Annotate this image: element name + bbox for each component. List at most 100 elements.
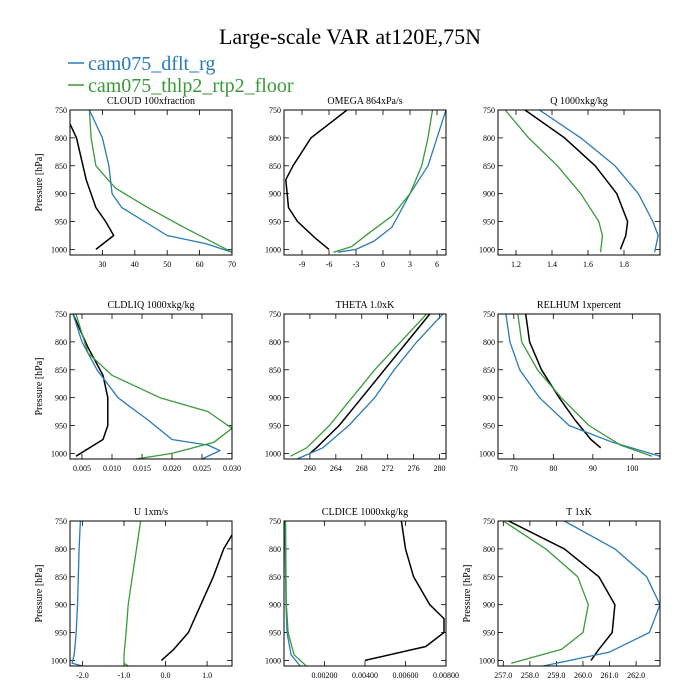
panel-8: T 1xK Pressure [hPa] 750 800 850 900 950 1000 25… xyxy=(462,507,661,680)
y-tick-label: 1000 xyxy=(265,245,281,254)
x-tick-label: 1.8 xyxy=(619,260,629,269)
series-line-reference xyxy=(508,521,616,661)
x-tick-label: -2.0 xyxy=(76,671,89,680)
series-line-dflt-rg xyxy=(539,110,659,253)
y-tick-label: 800 xyxy=(269,545,281,554)
series-line-thlp2-rtp2-floor xyxy=(502,521,589,664)
x-tick-label: 260 xyxy=(304,464,316,473)
y-tick-label: 750 xyxy=(483,310,495,319)
y-tick-label: 950 xyxy=(269,218,281,227)
y-tick-label: 1000 xyxy=(479,656,495,665)
plot-frame xyxy=(283,313,447,460)
y-axis-label: Pressure [hPa] xyxy=(34,564,45,622)
y-tick-label: 950 xyxy=(55,218,67,227)
y-tick-label: 850 xyxy=(269,162,281,171)
plot-frame xyxy=(497,109,661,256)
x-tick-label: 0.010 xyxy=(103,464,121,473)
panel-4: THETA 1.0xK 750 800 850 900 950 1000 260 264 268 2… xyxy=(265,300,447,473)
x-tick-label: 0.020 xyxy=(163,464,181,473)
plot-frame xyxy=(283,109,447,256)
y-tick-label: 800 xyxy=(483,338,495,347)
y-tick-label: 1000 xyxy=(51,449,67,458)
series-line-dflt-rg xyxy=(505,314,660,457)
panel-6: U 1xm/s Pressure [hPa] 750 800 850 900 950 1000… xyxy=(34,507,233,680)
panel-5: RELHUM 1xpercent 750 800 850 900 950 1000 70 80 9… xyxy=(479,300,661,473)
plot-frame xyxy=(283,520,447,667)
y-tick-label: 1000 xyxy=(479,245,495,254)
y-tick-label: 950 xyxy=(483,629,495,638)
y-tick-label: 850 xyxy=(55,162,67,171)
x-tick-label: 6 xyxy=(435,260,439,269)
x-tick-label: 0.025 xyxy=(193,464,211,473)
series-line-reference xyxy=(309,314,431,454)
y-tick-label: 900 xyxy=(55,190,67,199)
x-tick-label: 272 xyxy=(382,464,394,473)
panel-title: Q 1000xkg/kg xyxy=(550,96,608,107)
y-tick-label: 1000 xyxy=(51,656,67,665)
plot-frame xyxy=(69,313,233,460)
x-tick-label: -6 xyxy=(326,260,333,269)
y-tick-label: 850 xyxy=(269,573,281,582)
legend: cam075_dflt_rg cam075_thlp2_rtp2_floor xyxy=(68,53,294,97)
legend-label-floor: cam075_thlp2_rtp2_floor xyxy=(88,75,294,97)
panel-title: U 1xm/s xyxy=(134,507,168,518)
panel-2: Q 1000xkg/kg 750 800 850 900 950 1000 1.2 1.4 1.6… xyxy=(479,96,661,269)
x-tick-label: -3 xyxy=(353,260,360,269)
y-tick-label: 900 xyxy=(269,394,281,403)
x-tick-label: 70 xyxy=(228,260,236,269)
x-tick-label: 0.00600 xyxy=(393,671,419,680)
y-tick-label: 950 xyxy=(483,218,495,227)
x-tick-label: 259.0 xyxy=(547,671,565,680)
y-tick-label: 750 xyxy=(55,310,67,319)
y-tick-label: 800 xyxy=(483,545,495,554)
series-line-dflt-rg xyxy=(337,110,446,253)
x-tick-label: 276 xyxy=(408,464,420,473)
x-tick-label: 0.00400 xyxy=(352,671,378,680)
x-tick-label: 0.0 xyxy=(161,671,171,680)
y-tick-label: 800 xyxy=(55,545,67,554)
x-tick-label: 3 xyxy=(408,260,412,269)
y-tick-label: 800 xyxy=(269,134,281,143)
series-line-thlp2-rtp2-floor xyxy=(75,314,232,459)
y-tick-label: 900 xyxy=(483,394,495,403)
panel-title: CLOUD 100xfraction xyxy=(107,96,195,107)
x-tick-label: 0.030 xyxy=(223,464,241,473)
plot-frame xyxy=(497,520,661,667)
y-axis-label: Pressure [hPa] xyxy=(34,153,45,211)
x-tick-label: 0.00800 xyxy=(433,671,459,680)
x-tick-label: 258.0 xyxy=(521,671,539,680)
series-line-dflt-rg xyxy=(284,521,301,666)
panel-7: CLDICE 1000xkg/kg 750 800 850 900 950 1000 0.00… xyxy=(265,507,459,680)
panel-title: OMEGA 864xPa/s xyxy=(327,96,402,107)
x-tick-label: 1.4 xyxy=(547,260,557,269)
y-tick-label: 950 xyxy=(269,422,281,431)
x-tick-label: 50 xyxy=(163,260,171,269)
y-tick-label: 850 xyxy=(483,573,495,582)
panel-0: CLOUD 100xfraction Pressure [hPa] 750 800 85… xyxy=(34,96,236,269)
plot-frame xyxy=(69,520,233,667)
x-tick-label: -9 xyxy=(299,260,306,269)
y-tick-label: 900 xyxy=(269,601,281,610)
series-line-reference xyxy=(364,521,445,662)
x-tick-label: 0.005 xyxy=(73,464,91,473)
x-tick-label: 0 xyxy=(381,260,385,269)
x-tick-label: 1.2 xyxy=(511,260,521,269)
y-tick-label: 850 xyxy=(55,366,67,375)
x-tick-label: 60 xyxy=(196,260,204,269)
x-tick-label: 70 xyxy=(510,464,518,473)
y-axis-label: Pressure [hPa] xyxy=(34,357,45,415)
y-tick-label: 750 xyxy=(483,106,495,115)
series-line-dflt-rg xyxy=(71,521,83,666)
x-tick-label: 261.0 xyxy=(601,671,619,680)
y-tick-label: 850 xyxy=(483,162,495,171)
y-tick-label: 750 xyxy=(269,517,281,526)
y-tick-label: 750 xyxy=(269,310,281,319)
series-line-thlp2-rtp2-floor xyxy=(504,110,604,253)
panel-1: OMEGA 864xPa/s 750 800 850 900 950 1000 -9 -6 -3 0… xyxy=(265,96,447,269)
x-tick-label: 80 xyxy=(549,464,557,473)
series-line-dflt-rg xyxy=(296,314,444,459)
y-tick-label: 800 xyxy=(483,134,495,143)
panel-title: THETA 1.0xK xyxy=(336,300,395,311)
y-tick-label: 900 xyxy=(55,601,67,610)
